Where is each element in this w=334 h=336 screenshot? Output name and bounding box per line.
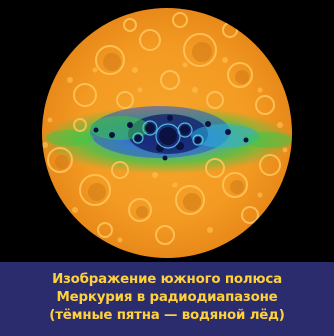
caption-line-1: Изображение южного полюса	[52, 272, 282, 287]
caption-line-3: (тёмные пятна — водяной лёд)	[49, 308, 285, 323]
caption-line-2: Меркурия в радиодиапазоне	[56, 290, 278, 305]
caption-panel: Изображение южного полюса Меркурия в рад…	[0, 262, 334, 336]
radar-image-area	[42, 8, 292, 258]
mercury-south-pole-radar-image	[42, 8, 292, 258]
